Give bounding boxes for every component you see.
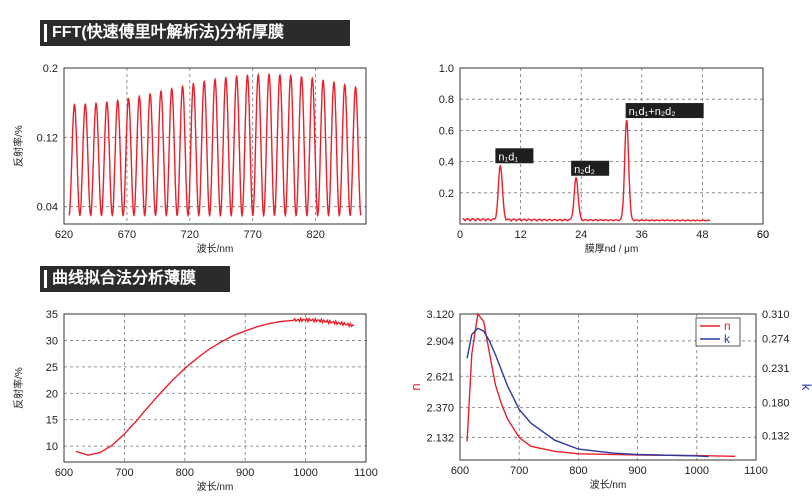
peak-label: n₁d₁+n₂d₂ — [629, 106, 676, 118]
legend-label: k — [724, 332, 731, 346]
y-axis-label: 反射率/% — [12, 367, 25, 409]
x-tick-label: 600 — [451, 465, 469, 477]
plot-frame — [63, 67, 367, 225]
x-axis-label: 波长/nm — [590, 478, 627, 491]
y-tick-label: 0.04 — [37, 202, 58, 214]
x-tick-label: 670 — [118, 229, 136, 241]
y-tick-label: 0.6 — [439, 125, 454, 137]
x-tick-label: 60 — [757, 229, 769, 241]
y-tick-label: 0.2 — [43, 63, 58, 75]
y-tick-label: 30 — [46, 335, 58, 347]
y2-tick-label: 0.132 — [762, 430, 790, 442]
y-tick-label: 2.132 — [426, 432, 454, 444]
y-tick-label: 0.8 — [439, 94, 454, 106]
y2-tick-label: 0.310 — [762, 309, 790, 321]
x-tick-label: 60 — [757, 229, 769, 241]
x-tick-label: 900 — [628, 465, 646, 477]
y-tick-label: 10 — [46, 441, 58, 453]
y-tick-label: 2.621 — [426, 371, 454, 383]
x-tick-label: 1100 — [354, 467, 378, 479]
x-tick-label: 24 — [575, 229, 587, 241]
x-tick-label: 1100 — [744, 465, 768, 477]
y2-tick-label: 0.231 — [762, 363, 790, 375]
legend-label: n — [724, 319, 731, 333]
x-tick-label: 720 — [181, 229, 199, 241]
x-axis-label: 膜厚nd / μm — [585, 243, 639, 255]
y-tick-label: 1.0 — [439, 63, 454, 75]
section-title-curve-fit: 曲线拟合法分析薄膜 — [40, 266, 230, 292]
x-tick-label: 800 — [569, 465, 587, 477]
x-tick-label: 0 — [457, 229, 463, 241]
y-axis-label: n — [408, 383, 423, 390]
y2-tick-label: 0.180 — [762, 398, 790, 410]
peak-label-bg — [571, 160, 610, 176]
y-tick-label: 20 — [46, 388, 58, 400]
x-tick-label: 700 — [115, 467, 133, 479]
x-tick-label: 700 — [510, 465, 528, 477]
plot-frame — [459, 67, 764, 225]
section-title-fft: FFT(快速傅里叶解析法)分析厚膜 — [40, 20, 350, 46]
fft-spectrum-line — [462, 119, 711, 223]
peak-label: n₁d₁ — [498, 151, 518, 163]
x-tick-label: 820 — [306, 229, 324, 241]
x-tick-label: 36 — [636, 229, 648, 241]
peak-label: n₂d₂ — [574, 164, 595, 176]
y-tick-label: 2.904 — [426, 336, 454, 348]
y-axis-label: 反射率/% — [12, 125, 25, 167]
y-tick-label: 35 — [46, 309, 58, 321]
legend-box — [695, 317, 741, 347]
y-tick-label: 0.2 — [439, 188, 454, 200]
peak-label-bg — [495, 148, 534, 164]
y2-tick-label: 0.274 — [762, 334, 790, 346]
y-tick-label: 0.4 — [439, 157, 454, 169]
x-tick-label: 800 — [176, 467, 194, 479]
series-line-k — [466, 327, 709, 458]
x-tick-label: 620 — [55, 229, 73, 241]
x-axis-label: 波长/nm — [197, 480, 234, 493]
series-line-n — [466, 312, 736, 457]
fringe-line — [68, 72, 362, 218]
y2-axis-label: k — [799, 384, 812, 391]
x-tick-label: 770 — [244, 229, 262, 241]
reflectance-fit-line — [75, 316, 355, 456]
x-tick-label: 900 — [236, 467, 254, 479]
x-tick-label: 12 — [514, 229, 526, 241]
y-tick-label: 0.12 — [37, 132, 58, 144]
peak-label-bg — [625, 103, 704, 119]
y-tick-label: 15 — [46, 415, 58, 427]
x-tick-label: 1000 — [293, 467, 317, 479]
plot-frame — [63, 313, 367, 463]
x-axis-label: 波长/nm — [197, 242, 234, 255]
x-tick-label: 1000 — [685, 465, 709, 477]
x-tick-label: 48 — [696, 229, 708, 241]
y-tick-label: 2.370 — [426, 403, 454, 415]
y-tick-label: 25 — [46, 362, 58, 374]
plot-frame — [459, 313, 757, 461]
x-tick-label: 600 — [55, 467, 73, 479]
y-tick-label: 3.120 — [426, 309, 454, 321]
